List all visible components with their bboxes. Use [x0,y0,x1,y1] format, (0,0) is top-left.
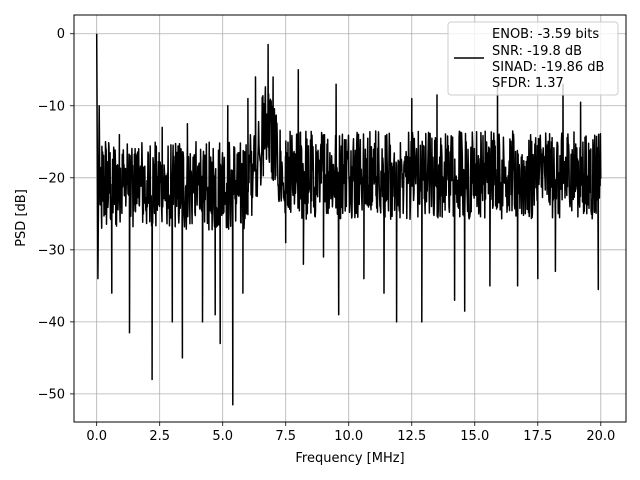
psd-series-line [95,33,602,406]
x-tick-label: 20.0 [586,429,615,444]
x-tick-label: 15.0 [460,429,489,444]
x-tick-label: 2.5 [149,429,170,444]
y-tick-label: −20 [38,171,65,186]
x-tick-label: 5.0 [212,429,233,444]
y-axis-label: PSD [dB] [14,189,29,247]
y-tick-label: −40 [38,315,65,330]
x-axis-label: Frequency [MHz] [295,451,404,466]
y-tick-label: 0 [57,27,65,42]
y-tick-label: −50 [38,387,65,402]
legend-enob: ENOB: -3.59 bits [492,27,599,42]
x-axis-ticks: 0.0 2.5 5.0 7.5 10.0 12.5 15.0 17.5 20.0 [86,422,615,444]
legend-box [447,21,619,96]
y-tick-label: −30 [38,243,65,258]
legend-sfdr: SFDR: 1.37 [492,76,564,91]
y-axis-ticks: 0 −10 −20 −30 −40 −50 [38,27,74,402]
legend-sinad: SINAD: -19.86 dB [492,60,604,75]
x-tick-label: 17.5 [523,429,552,444]
plot-frame [73,14,627,423]
x-tick-label: 0.0 [86,429,107,444]
x-tick-label: 10.0 [334,429,363,444]
legend: ENOB: -3.59 bits SNR: -19.8 dB SINAD: -1… [447,21,619,96]
legend-snr: SNR: -19.8 dB [492,44,582,59]
y-tick-label: −10 [38,99,65,114]
x-tick-label: 12.5 [397,429,426,444]
x-tick-label: 7.5 [275,429,296,444]
